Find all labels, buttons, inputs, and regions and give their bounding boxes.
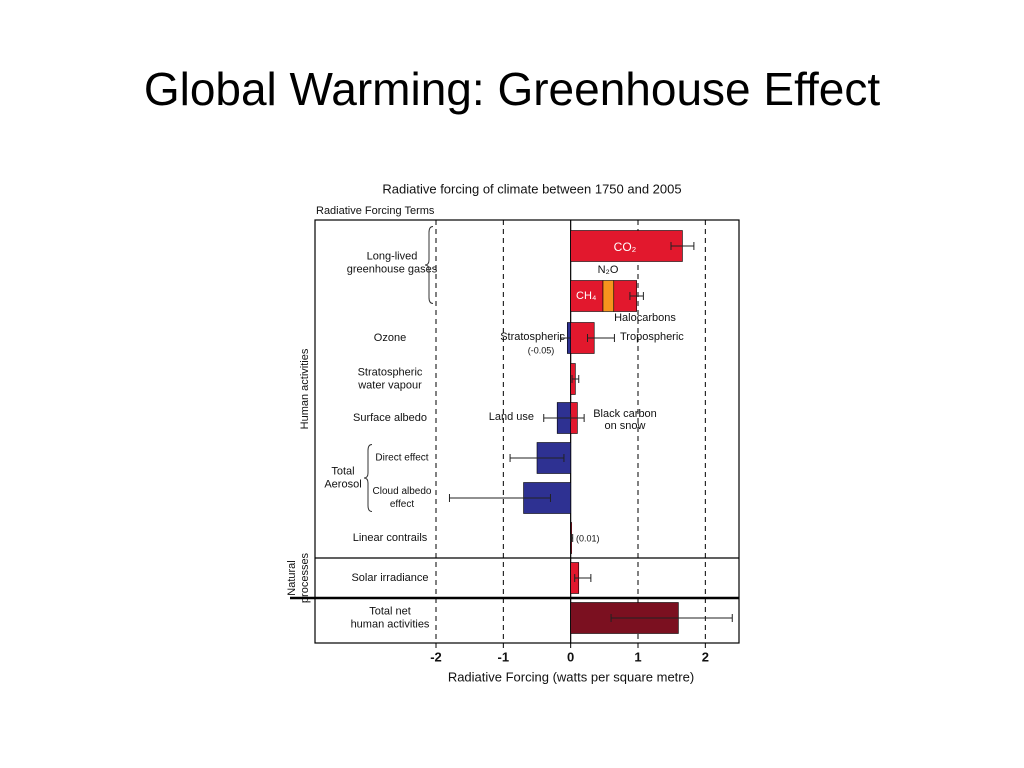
- bar-name: N₂O: [598, 264, 619, 276]
- bar-name: CO₂: [614, 240, 637, 254]
- x-tick-label: 2: [702, 649, 709, 664]
- term-label: Total: [331, 465, 354, 477]
- chart-subtitle: Radiative Forcing Terms: [316, 205, 435, 217]
- row-label: effect: [390, 499, 414, 510]
- slide-title: Global Warming: Greenhouse Effect: [143, 63, 881, 115]
- bar-name: CH₄: [576, 290, 597, 302]
- row-label: Cloud albedo: [373, 486, 432, 497]
- bar: [570, 230, 683, 262]
- bar-name: Halocarbons: [614, 312, 676, 324]
- x-tick-label: -1: [498, 649, 510, 664]
- error-bar: [509, 454, 565, 462]
- x-axis-label: Radiative Forcing (watts per square metr…: [448, 669, 694, 684]
- term-label: Surface albedo: [353, 412, 427, 424]
- term-label: Stratospheric: [358, 366, 423, 378]
- plot-frame: [314, 219, 740, 644]
- value-label: (-0.05): [528, 345, 555, 355]
- error-bar: [670, 242, 695, 250]
- bar: [602, 280, 615, 312]
- bar-name: Stratospheric: [500, 331, 565, 343]
- brace: [424, 226, 434, 304]
- error-bar: [570, 414, 585, 422]
- term-label: greenhouse gases: [347, 263, 438, 275]
- term-label: Ozone: [374, 332, 406, 344]
- chart-title: Radiative forcing of climate between 175…: [382, 181, 681, 196]
- error-bar: [574, 574, 592, 582]
- error-bar: [571, 375, 580, 383]
- brace: [363, 444, 373, 512]
- error-bar: [610, 614, 733, 622]
- section-label: processes: [299, 552, 311, 603]
- term-label: Linear contrails: [353, 532, 428, 544]
- bar-name: Black carbon: [593, 408, 657, 420]
- bar: [570, 280, 604, 312]
- x-tick-label: -2: [430, 649, 442, 664]
- term-label: Total net: [369, 605, 411, 617]
- term-label: Solar irradiance: [351, 572, 428, 584]
- term-label: Long-lived: [367, 250, 418, 262]
- error-bar: [448, 494, 551, 502]
- x-tick-label: 0: [567, 649, 574, 664]
- value-label: (0.01): [576, 533, 600, 543]
- x-tick-label: 1: [634, 649, 641, 664]
- bar-name: Tropospheric: [620, 331, 684, 343]
- term-label: human activities: [351, 618, 430, 630]
- error-bar: [587, 334, 615, 342]
- section-label: Natural: [286, 560, 298, 595]
- term-label: water vapour: [357, 379, 422, 391]
- section-label: Human activities: [299, 348, 311, 429]
- bar-name: Land use: [489, 411, 534, 423]
- term-label: Aerosol: [324, 478, 361, 490]
- row-label: Direct effect: [375, 453, 428, 464]
- error-bar: [629, 292, 644, 300]
- error-bar: [570, 534, 574, 542]
- bar-name: on snow: [605, 420, 646, 432]
